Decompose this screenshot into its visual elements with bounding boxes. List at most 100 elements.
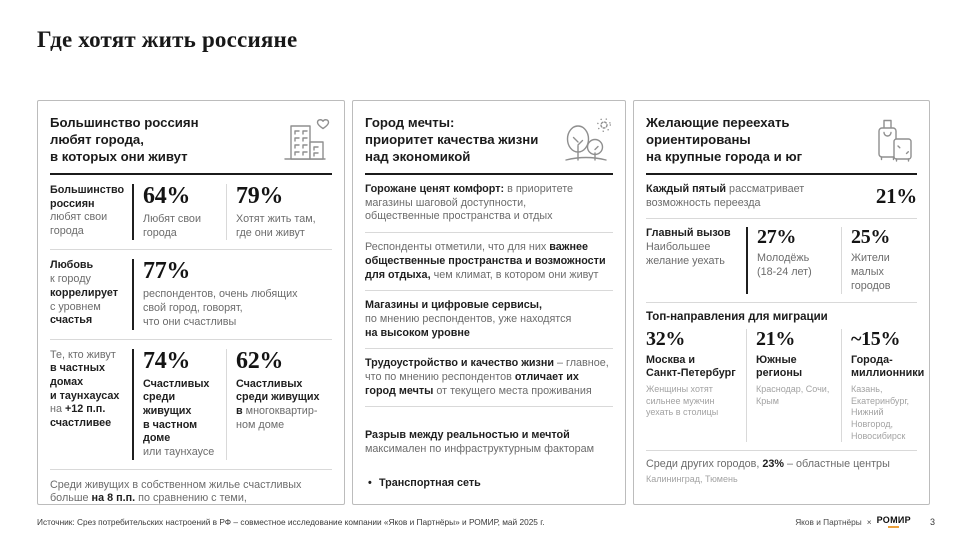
stat-caption: респондентов, очень любящих свой город, … xyxy=(143,288,298,328)
paragraph-public-spaces: Респонденты отметили, что для них важнее… xyxy=(365,233,613,290)
stat-value: 21% xyxy=(756,327,796,350)
destination-name: Москва и Санкт-Петербург xyxy=(646,353,736,380)
stat-cell: 62% Счастливых среди живущих в многоквар… xyxy=(226,347,332,460)
seg: Трудоустройство и качество жизни xyxy=(365,357,555,370)
destination-note: Краснодар, Сочи, Крым xyxy=(756,383,830,406)
divider xyxy=(646,450,917,452)
seg: 23% xyxy=(762,458,784,471)
migration-col-south: 21% Южные регионы Краснодар, Сочи, Крым xyxy=(746,327,841,443)
seg: на xyxy=(50,403,62,416)
panel-header: Город мечты: приоритет качества жизни на… xyxy=(365,113,613,167)
seg: от текущего места проживания xyxy=(433,384,592,397)
stat-value: 77% xyxy=(143,258,191,285)
stat-value: 21% xyxy=(875,184,917,209)
infrastructure-list: Транспортная сеть Качество тротуаров Общ… xyxy=(365,459,613,504)
seg: коррелирует xyxy=(50,286,119,299)
panel-title: Город мечты: приоритет качества жизни на… xyxy=(365,115,539,164)
seg: рассматривает возможность переезда xyxy=(646,183,805,209)
seg: Разрыв между реальностью и мечтой xyxy=(365,429,570,442)
stat-caption: Жители малых городов xyxy=(851,252,891,292)
seg: или таунхаусе xyxy=(143,446,215,459)
romir-text: РОМИР xyxy=(876,515,911,525)
panel-header: Большинство россиян любят города, в кото… xyxy=(50,113,332,167)
list-item: Транспортная сеть xyxy=(365,477,613,491)
page-number: 3 xyxy=(929,516,935,527)
stat-row-every-fifth: Каждый пятый рассматривает возможность п… xyxy=(646,175,917,218)
stat-caption: Хотят жить там, где они живут xyxy=(236,213,316,239)
suitcases-icon xyxy=(863,113,917,167)
other-cities-examples: Калининград, Тюмень xyxy=(646,474,738,485)
source-note: Источник: Срез потребительских настроени… xyxy=(37,516,545,527)
romir-accent-mark xyxy=(888,526,900,528)
divider xyxy=(365,348,613,350)
destination-name: Южные регионы xyxy=(756,353,803,380)
stat-label: Большинство россиян любят свои города xyxy=(50,184,132,240)
seg: в частных домах и таунхаусах xyxy=(50,362,120,402)
stat-cell: 64% Любят свои города xyxy=(132,184,226,241)
seg: счастья xyxy=(50,314,93,327)
seg: Горожане ценят комфорт: xyxy=(365,183,505,195)
stat-label: Любовь к городу коррелирует с уровнем сч… xyxy=(50,259,132,329)
stat-caption: Молодёжь (18-24 лет) xyxy=(757,252,812,279)
divider xyxy=(50,468,332,470)
divider xyxy=(646,218,917,220)
stat-label: Главный вызов Наибольшее желание уехать xyxy=(646,227,746,293)
seg: Большинство россиян xyxy=(50,184,125,210)
seg: по мнению респондентов, уже находятся xyxy=(365,312,572,325)
seg: с уровнем xyxy=(50,300,101,313)
stat-row-love-happiness: Любовь к городу коррелирует с уровнем сч… xyxy=(50,250,332,338)
panel-cities-love: Большинство россиян любят города, в кото… xyxy=(37,100,345,505)
stat-caption: Счастливых среди живущих в многоквартир-… xyxy=(236,378,332,433)
stat-label: Каждый пятый рассматривает возможность п… xyxy=(646,183,804,210)
brand-block: Яков и Партнёры × РОМИР 3 xyxy=(795,515,935,528)
seg: Респонденты отметили, что для них xyxy=(365,241,550,254)
trees-sun-icon xyxy=(559,113,613,167)
page-title: Где хотят жить россияне xyxy=(37,27,298,52)
stat-row-majority: Большинство россиян любят свои города 64… xyxy=(50,175,332,249)
migration-title: Топ-направления для миграции xyxy=(646,310,828,323)
seg: чем климат, в котором они живут xyxy=(430,268,599,281)
brand-separator: × xyxy=(866,516,872,527)
stat-value: 79% xyxy=(236,183,284,209)
stat-value: 32% xyxy=(646,327,686,350)
divider xyxy=(365,290,613,292)
stat-cell: 77% респондентов, очень любящих свой гор… xyxy=(132,258,332,330)
seg: Каждый пятый xyxy=(646,183,727,195)
seg: Среди живущих в собственном жилье счастл… xyxy=(50,478,302,505)
seg: +12 п.п. счастливее xyxy=(50,403,112,430)
ownership-note: Среди живущих в собственном жилье счастл… xyxy=(50,470,332,505)
stat-row-main-challenge: Главный вызов Наибольшее желание уехать … xyxy=(646,219,917,301)
panel-dream-city: Город мечты: приоритет качества жизни на… xyxy=(352,100,626,505)
seg: к городу xyxy=(50,273,91,286)
panels-row: Большинство россиян любят города, в кото… xyxy=(37,100,930,505)
paragraph-comfort: Горожане ценят комфорт: в приоритете маг… xyxy=(365,175,613,232)
seg: Среди других городов, xyxy=(646,458,763,471)
panel-title: Желающие переехать ориентированы на круп… xyxy=(646,115,803,164)
panel-title: Большинство россиян любят города, в кото… xyxy=(50,115,199,164)
migration-columns: 32% Москва и Санкт-Петербург Женщины хот… xyxy=(646,326,924,451)
stat-value: 25% xyxy=(851,226,891,249)
stat-cell: 27% Молодёжь (18-24 лет) xyxy=(746,227,841,294)
stat-value: 62% xyxy=(236,347,284,374)
stat-row-private-homes: Те, кто живут в частных домах и таунхаус… xyxy=(50,340,332,469)
divider xyxy=(50,249,332,251)
header-rule xyxy=(365,173,613,175)
header-rule xyxy=(646,173,917,175)
divider xyxy=(365,232,613,234)
seg: отличает их город мечты xyxy=(365,371,579,397)
stat-label: Те, кто живут в частных домах и таунхаус… xyxy=(50,349,132,460)
destination-note: Казань, Екатеринбург, Нижний Новгород, Н… xyxy=(851,383,910,441)
divider xyxy=(646,301,917,303)
seg: максимален по инфраструктурным факторам xyxy=(365,442,595,455)
footer: Источник: Срез потребительских настроени… xyxy=(37,515,935,528)
stat-cell: 25% Жители малых городов xyxy=(841,226,917,294)
brand-romir-logo: РОМИР xyxy=(877,515,911,528)
seg: на 8 п.п. xyxy=(91,492,136,505)
seg: в приоритете магазины шаговой доступност… xyxy=(365,183,574,223)
stat-cell: 79% Хотят жить там, где они живут xyxy=(226,183,332,241)
divider xyxy=(365,406,613,408)
paragraph-services: Магазины и цифровые сервисы, по мнению р… xyxy=(365,291,613,348)
stat-value: ~15% xyxy=(851,327,901,350)
paragraph-gap: Разрыв между реальностью и мечтой максим… xyxy=(365,407,613,504)
